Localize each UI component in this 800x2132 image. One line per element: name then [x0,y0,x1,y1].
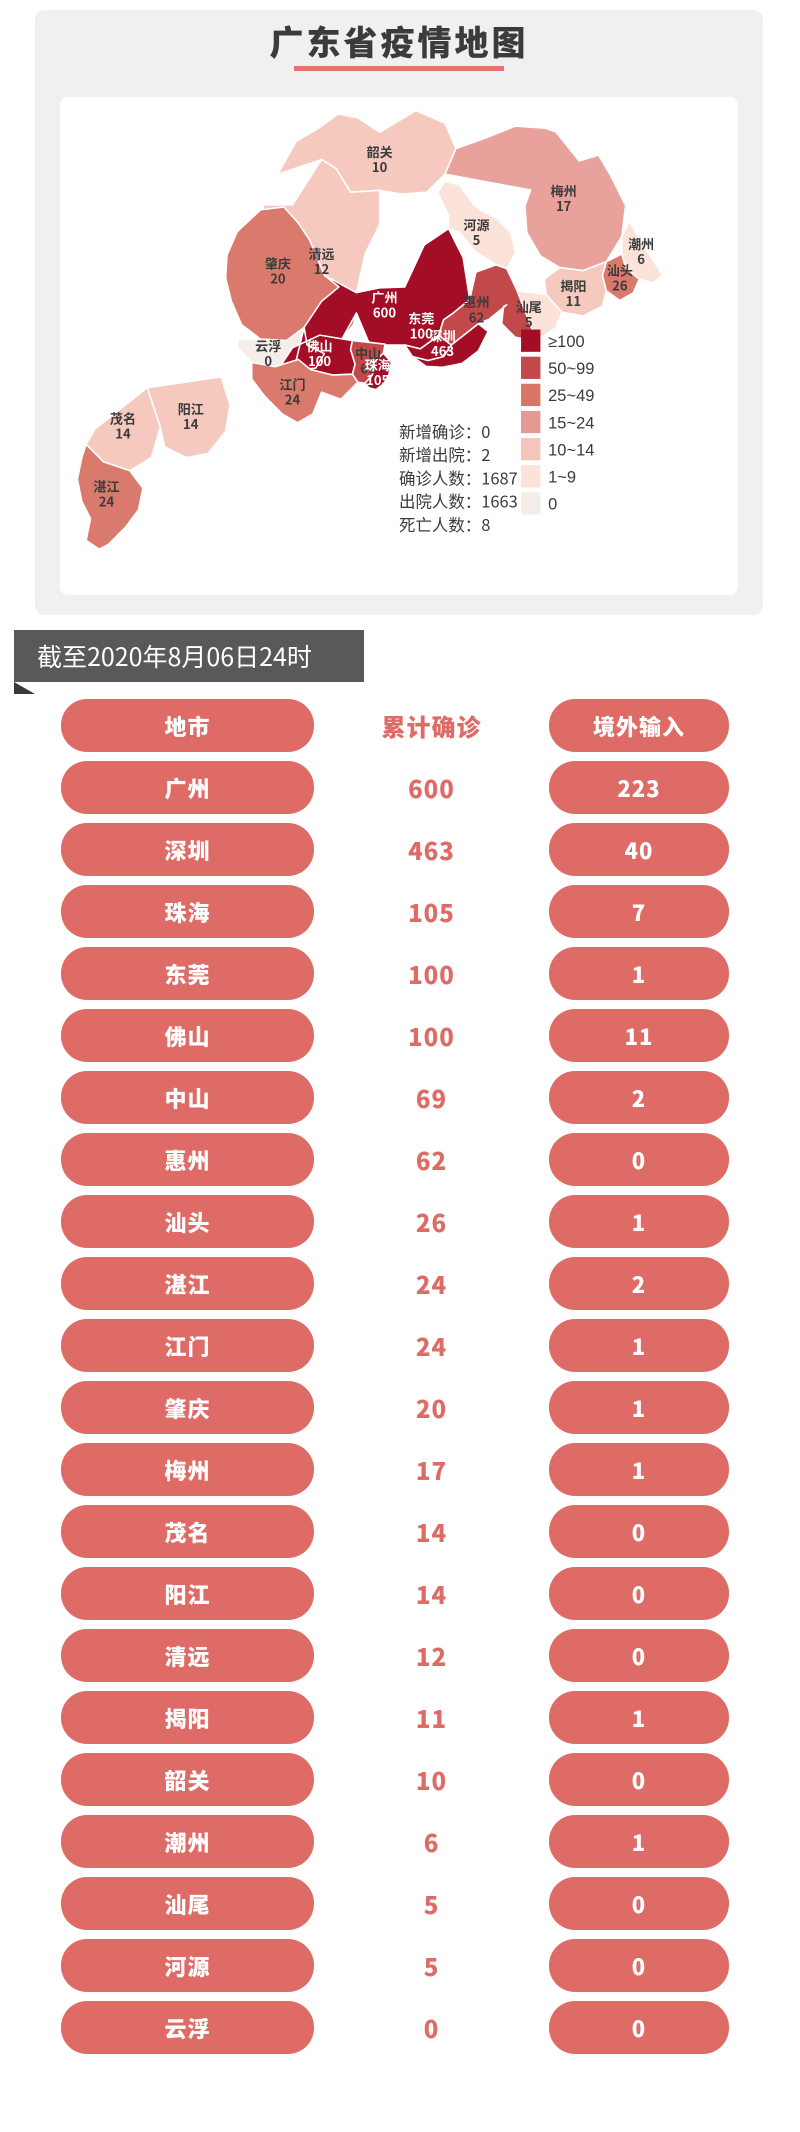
svg-text:新增出院：2: 新增出院：2 [399,442,490,466]
svg-text:11: 11 [566,291,581,310]
svg-text:62: 62 [469,307,485,326]
svg-text:14: 14 [115,423,131,442]
svg-text:10~14: 10~14 [548,441,594,459]
svg-text:6: 6 [637,249,645,268]
svg-text:15~24: 15~24 [548,414,594,432]
svg-text:105: 105 [366,370,389,389]
svg-text:出院人数：1663: 出院人数：1663 [399,489,518,513]
svg-text:1~9: 1~9 [548,469,576,487]
svg-text:确诊人数：1687: 确诊人数：1687 [399,466,518,490]
svg-text:新增确诊：0: 新增确诊：0 [399,419,490,443]
svg-text:死亡人数：8: 死亡人数：8 [399,512,490,536]
svg-text:12: 12 [314,259,330,278]
svg-text:≥100: ≥100 [548,333,584,351]
svg-text:0: 0 [548,496,557,514]
svg-text:50~99: 50~99 [548,360,594,378]
svg-text:24: 24 [285,390,301,409]
svg-text:0: 0 [264,351,272,370]
svg-text:5: 5 [525,312,533,331]
svg-text:100: 100 [308,351,331,370]
svg-text:10: 10 [372,157,388,176]
svg-text:24: 24 [99,491,115,510]
svg-text:25~49: 25~49 [548,387,594,405]
svg-text:17: 17 [556,196,572,215]
svg-text:600: 600 [373,302,396,321]
svg-text:14: 14 [183,414,199,433]
svg-text:26: 26 [612,275,628,294]
svg-text:463: 463 [431,341,454,360]
svg-text:5: 5 [473,230,481,249]
svg-text:20: 20 [270,269,286,288]
